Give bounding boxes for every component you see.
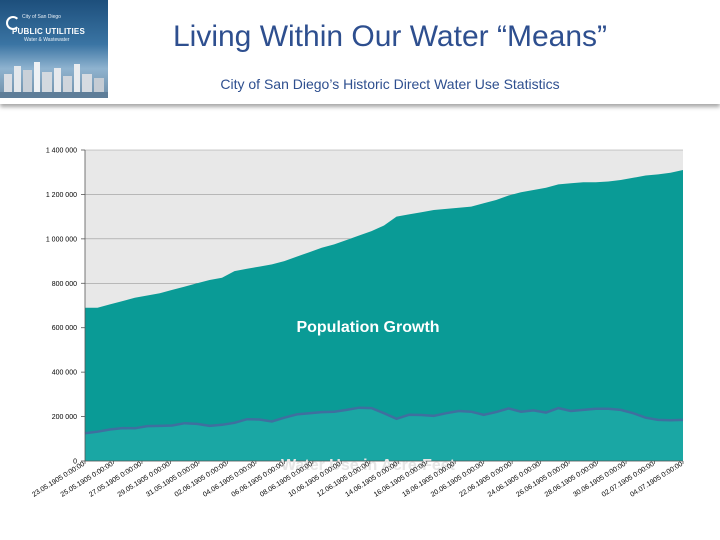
y-tick-label: 600 000 [52,325,77,332]
y-tick-label: 1 000 000 [46,236,77,243]
y-tick-label: 1 200 000 [46,192,77,199]
y-tick-label: 200 000 [52,414,77,421]
y-tick-label: 1 400 000 [46,148,77,155]
logo-small-text: City of San Diego [22,14,61,20]
logo-main-text: PUBLIC UTILITIES [12,27,85,36]
logo-sub-text: Water & Wastewater [24,37,70,43]
page-title: Living Within Our Water “Means” [172,20,607,53]
population-area [85,170,683,461]
y-tick-label: 400 000 [52,370,77,377]
x-tick-label: 04.07.1905 0:00:00 [629,461,684,499]
page-subtitle: City of San Diego’s Historic Direct Wate… [220,76,560,92]
public-utilities-logo: City of San Diego PUBLIC UTILITIES Water… [0,0,108,98]
logo-swirl-icon [6,16,20,30]
water-use-chart: 1 400 000 1 200 000 1 000 000 800 000 600 00… [31,148,684,499]
city-skyline-icon [0,62,108,98]
slide-header: City of San Diego PUBLIC UTILITIES Water… [0,0,720,104]
water-use-label: Water Use in Acre-Feet [281,457,456,474]
y-tick-label: 800 000 [52,281,77,288]
population-growth-label: Population Growth [296,319,439,336]
y-tick-label: 0 [73,459,77,466]
water-use-line [84,406,684,435]
water-use-area [85,407,683,461]
